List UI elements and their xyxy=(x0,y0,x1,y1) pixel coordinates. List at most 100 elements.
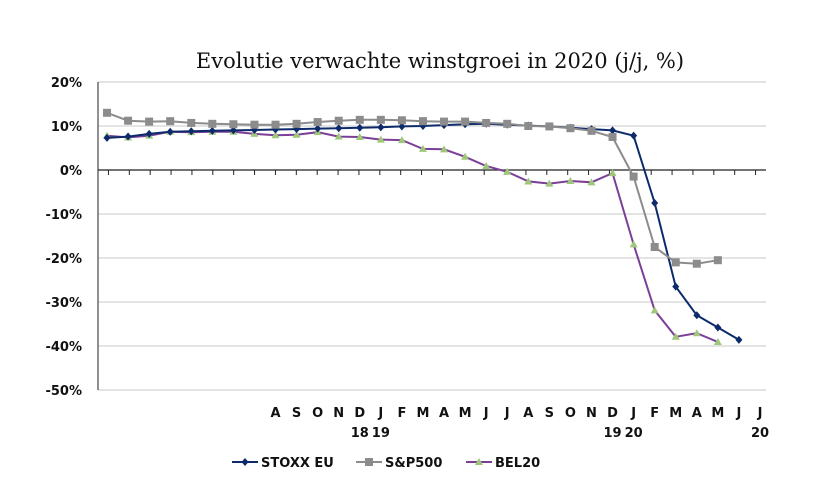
x-month-label: J xyxy=(377,406,383,421)
data-point xyxy=(524,122,533,130)
y-tick-label: 20% xyxy=(51,76,82,91)
data-point xyxy=(503,119,512,128)
data-point xyxy=(355,115,364,124)
data-point xyxy=(356,123,364,132)
series-line xyxy=(106,122,740,341)
data-point xyxy=(672,282,680,291)
data-point xyxy=(334,116,343,125)
x-month-label: O xyxy=(565,406,576,421)
data-point xyxy=(229,126,237,135)
x-month-label: J xyxy=(736,406,742,421)
data-point xyxy=(145,117,154,126)
x-year-label: 20 xyxy=(751,426,769,441)
x-month-label: S xyxy=(292,406,301,421)
x-month-label: M xyxy=(416,406,429,421)
data-point xyxy=(187,127,195,136)
x-month-label: A xyxy=(439,406,449,421)
series-line xyxy=(106,111,719,265)
data-point xyxy=(671,332,680,340)
data-point xyxy=(629,172,638,181)
data-point xyxy=(693,311,701,320)
data-point xyxy=(566,177,575,184)
x-month-label: J xyxy=(630,406,636,421)
data-point xyxy=(397,116,406,125)
y-tick-label: -40% xyxy=(45,340,82,355)
data-point xyxy=(335,124,343,133)
data-point xyxy=(630,131,638,140)
data-point xyxy=(124,116,133,125)
x-month-label: J xyxy=(757,406,763,421)
data-point xyxy=(651,199,659,207)
data-point xyxy=(313,118,322,127)
data-point xyxy=(418,144,427,152)
data-point xyxy=(608,133,617,141)
x-year-label: 19 xyxy=(604,426,622,441)
data-point xyxy=(398,122,406,131)
x-month-label: M xyxy=(711,406,724,421)
data-point xyxy=(482,162,491,170)
data-point xyxy=(314,124,322,133)
legend-label: S&P500 xyxy=(385,456,442,471)
data-point xyxy=(145,129,153,138)
data-point xyxy=(714,323,722,332)
data-point xyxy=(292,130,301,138)
data-point xyxy=(692,329,701,337)
legend-item: S&P500 xyxy=(356,456,442,471)
data-point xyxy=(377,123,385,132)
x-month-label: N xyxy=(333,406,344,421)
y-axis-ticks: 20% 10% 0% -10% -20% -30% -40% -50% xyxy=(45,76,82,399)
data-point xyxy=(461,152,470,160)
x-month-label: S xyxy=(545,406,554,421)
data-point xyxy=(608,169,617,177)
x-month-label: N xyxy=(586,406,597,421)
data-point xyxy=(187,118,196,127)
x-axis-ticks: A S O N D J F M A M J J A S O N D J F M A M J J18 19 19 20 20 xyxy=(270,406,769,441)
legend-item: BEL20 xyxy=(466,456,540,471)
legend-item: STOXX EU xyxy=(232,456,334,471)
data-point xyxy=(650,306,659,314)
data-point xyxy=(735,335,743,344)
y-tick-label: -30% xyxy=(45,296,82,311)
data-point xyxy=(272,125,280,134)
data-point xyxy=(609,126,617,135)
data-point xyxy=(692,259,701,268)
x-month-label: A xyxy=(692,406,702,421)
x-year-label: 19 xyxy=(372,426,390,441)
data-point xyxy=(229,120,238,129)
data-point xyxy=(713,338,722,346)
x-month-label: A xyxy=(270,406,280,421)
series-bel20 xyxy=(103,127,722,346)
data-point xyxy=(482,118,491,127)
data-point xyxy=(103,108,111,117)
data-point xyxy=(587,126,596,135)
axes xyxy=(97,82,766,390)
data-point xyxy=(397,136,406,144)
legend-label: STOXX EU xyxy=(261,456,334,471)
data-point xyxy=(587,178,596,186)
data-point xyxy=(292,119,301,128)
data-point xyxy=(271,131,280,139)
data-point xyxy=(355,133,364,140)
data-point xyxy=(440,145,449,153)
x-year-label: 20 xyxy=(625,426,643,441)
y-tick-label: 10% xyxy=(51,120,82,135)
data-point xyxy=(671,258,680,267)
x-month-label: M xyxy=(669,406,682,421)
data-point xyxy=(376,115,385,124)
data-point xyxy=(166,127,174,136)
data-point xyxy=(208,126,216,135)
x-month-label: J xyxy=(483,406,489,421)
data-point xyxy=(241,458,249,466)
data-point xyxy=(475,458,483,465)
series-s-p500 xyxy=(103,108,722,268)
data-point xyxy=(271,120,280,129)
x-year-label: 18 xyxy=(351,426,369,441)
data-point xyxy=(503,167,512,175)
data-point xyxy=(545,122,554,131)
y-tick-label: -10% xyxy=(45,208,82,223)
x-month-label: F xyxy=(397,406,406,421)
y-tick-label: 0% xyxy=(60,164,82,179)
data-point xyxy=(440,117,449,126)
data-point xyxy=(103,133,111,142)
